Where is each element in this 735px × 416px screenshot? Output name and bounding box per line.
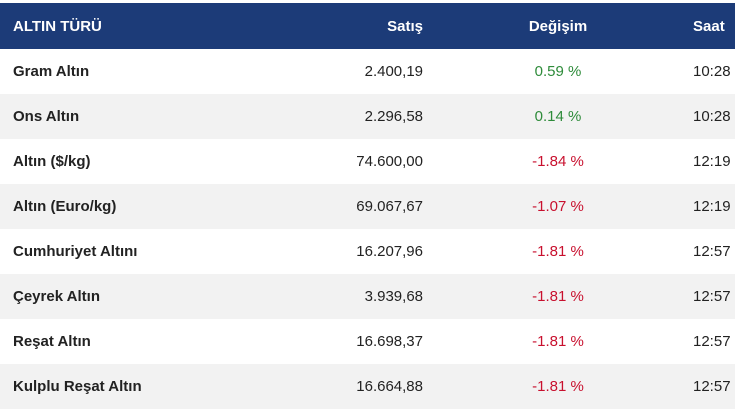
header-cell: Saat [693, 3, 735, 49]
sell-price-cell: 69.067,67 [213, 184, 423, 229]
time-cell: 10:28 [693, 63, 731, 80]
table-row[interactable]: Çeyrek Altın 3.939,68 -1.81 % 12:57 [0, 274, 735, 319]
type-name-cell: Gram Altın [13, 63, 90, 80]
type-name-cell: Ons Altın [0, 94, 213, 139]
type-name-cell: Kulplu Reşat Altın [0, 364, 213, 409]
table-body: Gram Altın 2.400,19 0.59 % 10:28 Ons Altın 2.… [0, 49, 735, 409]
time-cell: 12:57 [693, 243, 731, 260]
type-name-cell: Reşat Altın [13, 333, 91, 350]
sell-price-cell: 74.600,00 [356, 153, 423, 170]
page: ALTIN TÜRÜ Satış Değişim Saat Gram Altın 2.4… [0, 3, 735, 416]
type-name-cell: Altın (Euro/kg) [0, 184, 213, 229]
table-row[interactable]: Gram Altın 2.400,19 0.59 % 10:28 [0, 49, 735, 94]
table-row[interactable]: Reşat Altın 16.698,37 -1.81 % 12:57 [0, 319, 735, 364]
change-cell: -1.84 % [532, 153, 584, 170]
header-cell: Değişim [423, 3, 693, 49]
table-row[interactable]: Altın ($/kg) 74.600,00 -1.84 % 12:19 [0, 139, 735, 184]
sell-price-cell: 2.400,19 [364, 63, 423, 80]
change-cell: -1.81 % [532, 243, 584, 260]
sell-price-cell: 2.296,58 [213, 94, 423, 139]
header-cell: ALTIN TÜRÜ [0, 3, 213, 49]
change-cell: -1.81 % [423, 364, 693, 409]
change-cell: -1.81 % [423, 274, 693, 319]
header-row: ALTIN TÜRÜ Satış Değişim Saat [0, 3, 735, 49]
gold-price-table: ALTIN TÜRÜ Satış Değişim Saat Gram Altın 2.4… [0, 3, 735, 409]
time-cell: 12:19 [693, 153, 731, 170]
change-cell: -1.81 % [532, 333, 584, 350]
time-cell: 12:57 [693, 274, 735, 319]
change-cell: 0.59 % [534, 63, 582, 80]
time-cell: 10:28 [693, 94, 735, 139]
header-cell: Satış [213, 3, 423, 49]
table-row[interactable]: Kulplu Reşat Altın 16.664,88 -1.81 % 12:57 [0, 364, 735, 409]
type-name-cell: Cumhuriyet Altını [13, 243, 138, 260]
table-row[interactable]: Ons Altın 2.296,58 0.14 % 10:28 [0, 94, 735, 139]
change-cell: -1.07 % [423, 184, 693, 229]
table-row[interactable]: Cumhuriyet Altını 16.207,96 -1.81 % 12:57 [0, 229, 735, 274]
type-name-cell: Çeyrek Altın [0, 274, 213, 319]
sell-price-cell: 16.664,88 [213, 364, 423, 409]
table-row[interactable]: Altın (Euro/kg) 69.067,67 -1.07 % 12:19 [0, 184, 735, 229]
time-cell: 12:57 [693, 333, 731, 350]
change-cell: 0.14 % [423, 94, 693, 139]
sell-price-cell: 16.698,37 [356, 333, 423, 350]
type-name-cell: Altın ($/kg) [13, 153, 91, 170]
sell-price-cell: 16.207,96 [356, 243, 423, 260]
time-cell: 12:57 [693, 364, 735, 409]
sell-price-cell: 3.939,68 [213, 274, 423, 319]
table-header: ALTIN TÜRÜ Satış Değişim Saat [0, 3, 735, 49]
time-cell: 12:19 [693, 184, 735, 229]
